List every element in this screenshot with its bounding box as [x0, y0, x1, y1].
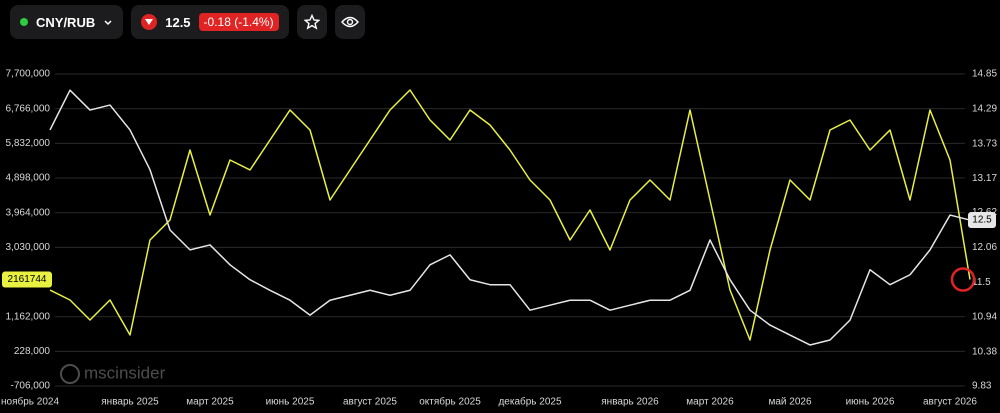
change: -0.18 (-1.4%): [198, 13, 279, 31]
x-tick-label: октябрь 2025: [419, 396, 481, 408]
symbol: CNY/RUB: [36, 14, 96, 30]
x-tick-label: март 2025: [186, 397, 234, 408]
y2-tick-label: 13.73: [972, 138, 997, 149]
y2-tick-label: 9.83: [972, 381, 992, 392]
x-tick-label: август 2026: [923, 397, 977, 408]
last-price-tag: [968, 212, 996, 229]
x-tick-label: ноябрь 2024: [1, 396, 59, 408]
y2-tick-label: 12.06: [972, 242, 997, 253]
x-tick-label: март 2026: [686, 397, 734, 408]
chevron: [104, 20, 112, 26]
header: CNY/RUB 12.5 -0.18 (-1.4%): [10, 5, 365, 39]
x-tick-label: январь 2025: [101, 397, 159, 408]
series-line: [49, 89, 971, 346]
eye-button[interactable]: [334, 5, 365, 39]
y2-tick-label: 14.85: [972, 69, 997, 80]
y-tick-label: 7,700,000: [6, 69, 51, 80]
series-line: [49, 89, 971, 341]
x-tick-label: июнь 2025: [266, 397, 315, 408]
symbol-selector[interactable]: CNY/RUB: [10, 5, 124, 39]
status-dot: [20, 18, 28, 26]
x-tick-label: январь 2026: [601, 397, 659, 408]
x-tick-label: декабрь 2025: [498, 396, 562, 408]
down-icon: [141, 14, 158, 30]
x-tick-label: июнь 2026: [846, 397, 895, 408]
end-marker: [950, 267, 976, 292]
y-tick-label: 5,832,000: [6, 138, 51, 149]
x-tick-label: август 2025: [343, 397, 397, 408]
watermark: mscinsider: [60, 363, 166, 384]
y-tick-label: 6,766,000: [6, 103, 51, 114]
watermark-text: mscinsider: [84, 363, 166, 382]
last-value-label: 2161744: [8, 274, 47, 285]
price: 12.5: [165, 14, 191, 30]
y2-tick-label: 14.29: [972, 103, 997, 114]
y2-tick-label: 13.17: [972, 173, 997, 184]
y-tick-label: 1,162,000: [6, 311, 51, 322]
y-tick-label: 228,000: [14, 346, 51, 357]
y-tick-label: 3,964,000: [6, 207, 51, 218]
x-tick-label: май 2026: [768, 397, 811, 408]
y2-tick-label: 11.5: [972, 277, 991, 288]
y2-tick-label: 10.94: [972, 312, 997, 323]
y-tick-label: 4,898,000: [6, 173, 51, 184]
last-price-label: 12.5: [972, 215, 992, 226]
y-tick-label: 3,030,000: [6, 242, 51, 253]
last-value-tag: [2, 271, 52, 288]
y-tick-label: -706,000: [11, 381, 51, 392]
price-box: 12.5 -0.18 (-1.4%): [131, 5, 289, 39]
star-button[interactable]: [296, 5, 327, 39]
y2-tick-label: 10.38: [972, 346, 997, 357]
